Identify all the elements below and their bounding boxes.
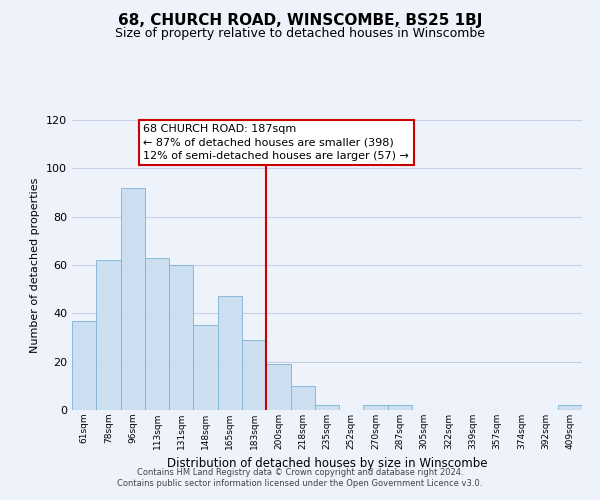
Bar — [242, 340, 266, 410]
Text: 68, CHURCH ROAD, WINSCOMBE, BS25 1BJ: 68, CHURCH ROAD, WINSCOMBE, BS25 1BJ — [118, 12, 482, 28]
Bar — [364, 405, 388, 410]
Bar — [315, 405, 339, 410]
Text: Size of property relative to detached houses in Winscombe: Size of property relative to detached ho… — [115, 28, 485, 40]
Bar — [121, 188, 145, 410]
Text: 68 CHURCH ROAD: 187sqm
← 87% of detached houses are smaller (398)
12% of semi-de: 68 CHURCH ROAD: 187sqm ← 87% of detached… — [143, 124, 409, 161]
Bar — [72, 320, 96, 410]
Bar — [290, 386, 315, 410]
Text: Contains HM Land Registry data © Crown copyright and database right 2024.
Contai: Contains HM Land Registry data © Crown c… — [118, 468, 482, 487]
Bar — [145, 258, 169, 410]
Bar — [96, 260, 121, 410]
Bar — [193, 326, 218, 410]
Bar — [266, 364, 290, 410]
X-axis label: Distribution of detached houses by size in Winscombe: Distribution of detached houses by size … — [167, 458, 487, 470]
Bar — [169, 265, 193, 410]
Bar — [218, 296, 242, 410]
Y-axis label: Number of detached properties: Number of detached properties — [31, 178, 40, 352]
Bar — [388, 405, 412, 410]
Bar — [558, 405, 582, 410]
